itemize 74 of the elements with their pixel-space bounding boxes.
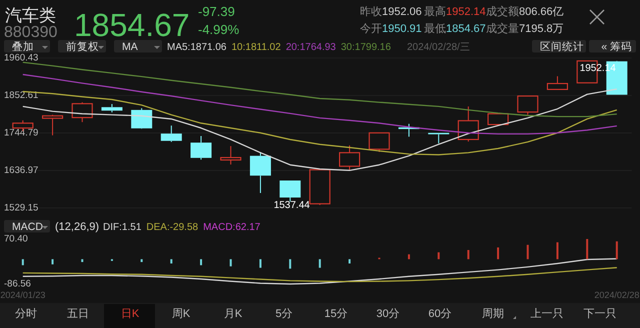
text: 最低 xyxy=(424,23,446,35)
bar xyxy=(616,241,618,260)
x-tick-label: 2024/02/28 xyxy=(594,290,640,300)
text: 最高 xyxy=(424,5,446,18)
bar xyxy=(467,250,470,260)
text: 60分 xyxy=(428,308,452,320)
text: DEA:-29.58 xyxy=(146,222,199,233)
annotation: 1537.44 xyxy=(274,200,310,212)
text: 1854.67 xyxy=(446,23,486,35)
text: 10:1811.02 xyxy=(232,42,282,53)
bar xyxy=(200,259,202,266)
y-tick-label: 70.40 xyxy=(4,234,28,244)
text: 成交量 xyxy=(486,22,519,35)
y-tick-label: 1960.43 xyxy=(4,52,38,64)
text: MACD xyxy=(12,221,44,234)
candlestick xyxy=(160,125,182,142)
bar xyxy=(230,259,232,266)
text: 五日 xyxy=(67,308,89,320)
y-tick-label: -86.56 xyxy=(4,278,31,290)
text: 2024/02/28/三 xyxy=(407,42,470,53)
text: 区间统计 xyxy=(540,40,584,54)
bar xyxy=(52,259,54,264)
text: 前复权 xyxy=(66,41,99,54)
text: 1952.06 xyxy=(382,6,422,18)
candlestick xyxy=(101,104,122,113)
text: 月K xyxy=(224,308,243,320)
text: 昨收 xyxy=(360,6,382,18)
bar xyxy=(556,242,558,260)
bar xyxy=(408,254,410,260)
text: 880390 xyxy=(4,24,58,41)
text: -97.39 xyxy=(198,4,235,19)
bar xyxy=(22,259,24,266)
text: 5分 xyxy=(275,308,293,320)
text: 30:1799.16 xyxy=(340,42,392,53)
text: 周K xyxy=(172,308,191,320)
text: 成交额 xyxy=(486,5,519,18)
text: 1952.14 xyxy=(446,6,486,18)
text: MA xyxy=(122,41,138,54)
text: 上一只 xyxy=(530,307,564,320)
bar xyxy=(438,252,440,260)
bar xyxy=(497,247,500,260)
text: 1950.91 xyxy=(382,23,422,35)
text: -4.99% xyxy=(198,22,240,37)
bar xyxy=(170,259,172,264)
text: 叠加 xyxy=(12,40,34,54)
bar xyxy=(289,259,292,269)
text: 15分 xyxy=(324,308,348,320)
text: 日K xyxy=(120,308,140,320)
text: 周期 xyxy=(482,308,504,320)
text: 1854.67 xyxy=(74,7,190,43)
text: 806.66亿 xyxy=(519,6,564,18)
x-tick-label: 2024/01/23 xyxy=(0,290,46,300)
bar xyxy=(81,259,84,262)
text: DIF:1.51 xyxy=(103,222,142,233)
text: 下一只 xyxy=(584,308,616,320)
text: « 筹码 xyxy=(601,41,632,54)
text: 30分 xyxy=(376,308,400,320)
bar xyxy=(318,259,321,268)
text: MA5:1871.06 xyxy=(167,42,227,53)
bar xyxy=(526,244,529,260)
bar xyxy=(586,239,588,260)
bar xyxy=(348,259,351,264)
bar xyxy=(259,259,262,268)
y-tick-label: 1636.97 xyxy=(4,164,38,176)
text: 7195.8万 xyxy=(519,23,564,35)
bar xyxy=(140,259,143,262)
y-tick-label: 1529.15 xyxy=(4,202,38,214)
text: MACD:62.17 xyxy=(203,222,261,233)
text: 汽车类 xyxy=(5,6,56,25)
y-tick-label: 1744.79 xyxy=(4,127,38,138)
text: (12,26,9) xyxy=(55,221,100,233)
text: 今开 xyxy=(360,23,382,35)
text: 20:1764.93 xyxy=(286,42,336,53)
text: 分时 xyxy=(15,307,37,320)
